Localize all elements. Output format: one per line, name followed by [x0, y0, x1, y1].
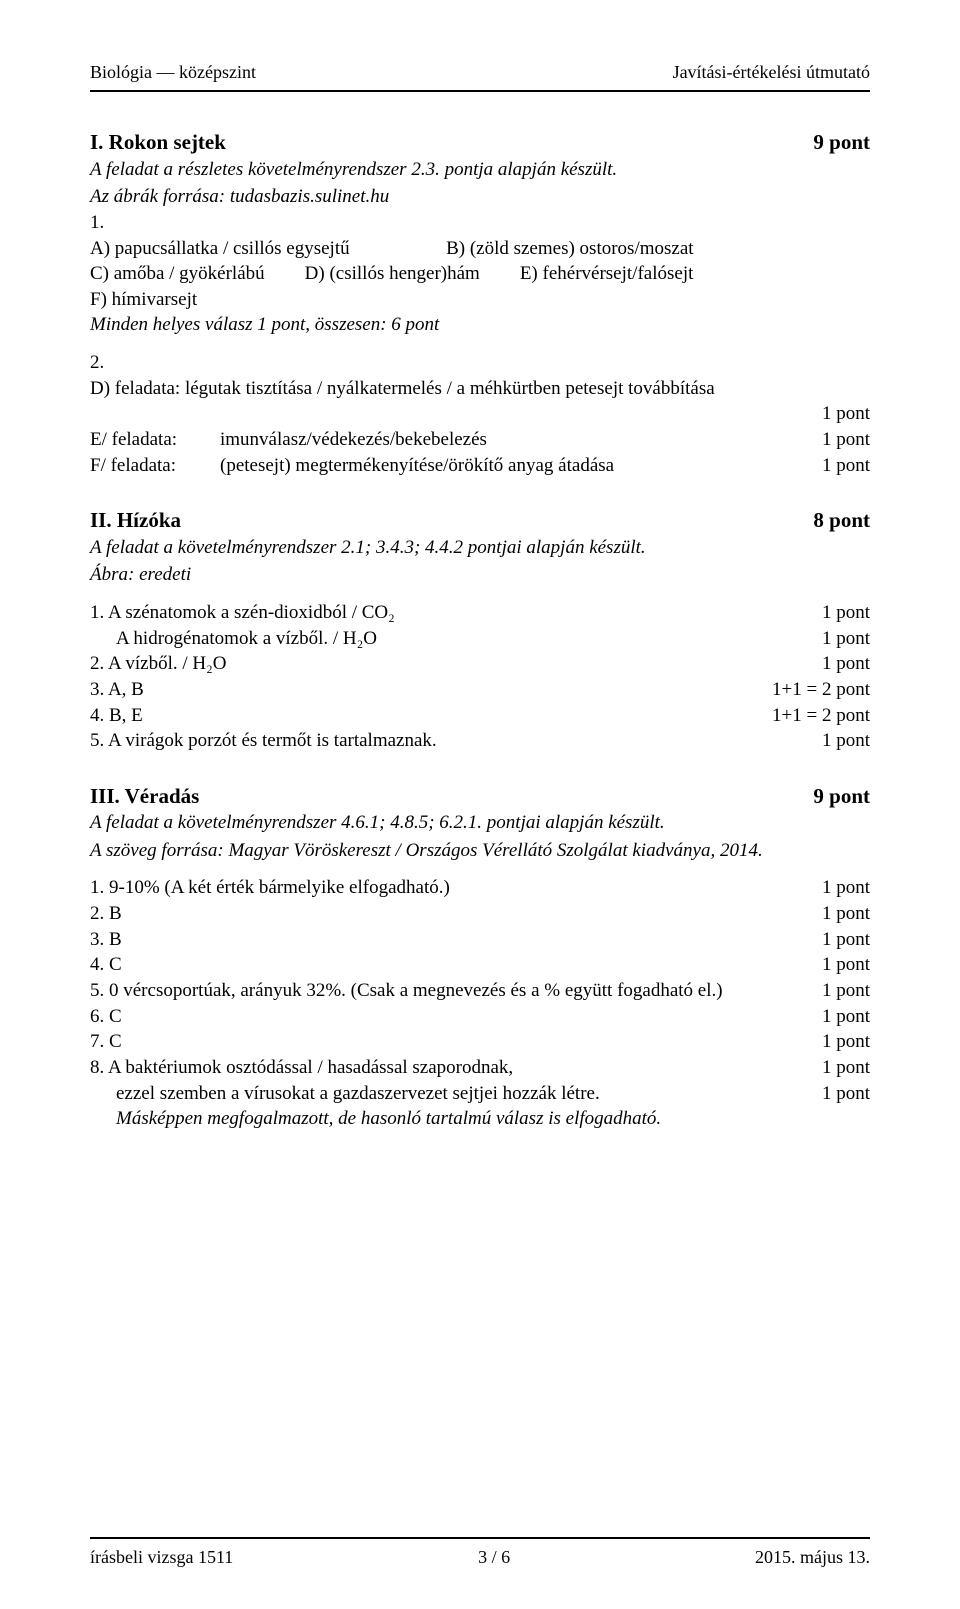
list-item: 2. A vízből. / H₂O1 pont [90, 651, 870, 677]
list-item-text: 1. A szénatomok a szén-dioxidból / CO₂ [90, 600, 802, 626]
list-item: 3. A, B1+1 = 2 pont [90, 677, 870, 703]
list-item: 1. A szénatomok a szén-dioxidból / CO₂1 … [90, 600, 870, 626]
section-3-extra-row: ezzel szemben a vírusokat a gazdaszervez… [90, 1081, 870, 1107]
section-1-q2-f-text: (petesejt) megtermékenyítése/örökítő any… [220, 453, 802, 479]
list-item: 3. B1 pont [90, 927, 870, 953]
section-1-q2-num: 2. [90, 350, 870, 376]
section-2: II. Hízóka 8 pont A feladat a követelmén… [90, 506, 870, 753]
section-1-q2-f-pts: 1 pont [802, 453, 870, 479]
list-item-text: 4. B, E [90, 703, 752, 729]
list-item-points: 1 pont [802, 626, 870, 652]
footer-left: írásbeli vizsga 1511 [90, 1545, 233, 1569]
section-3-header: III. Véradás 9 pont [90, 782, 870, 810]
list-item-text: 7. C [90, 1029, 802, 1055]
page-header: Biológia — középszint Javítási-értékelés… [90, 60, 870, 84]
section-1-q2-d-pts-row: 1 pont [90, 401, 870, 427]
footer-center: 3 / 6 [478, 1545, 510, 1569]
list-item-points: 1+1 = 2 pont [752, 677, 870, 703]
list-item-points: 1 pont [802, 978, 870, 1004]
list-item-text: A hidrogénatomok a vízből. / H₂O [90, 626, 802, 652]
section-1-q1-num: 1. [90, 210, 870, 236]
list-item-points: 1 pont [802, 952, 870, 978]
list-item-points: 1 pont [802, 901, 870, 927]
section-1-q1-b: B) (zöld szemes) ostoros/moszat [350, 236, 790, 262]
section-2-header: II. Hízóka 8 pont [90, 506, 870, 534]
section-1-q2-e-text: imunválasz/védekezés/bekebelezés [220, 427, 802, 453]
section-2-sub1: A feladat a követelményrendszer 2.1; 3.4… [90, 535, 870, 561]
header-left: Biológia — középszint [90, 60, 256, 84]
section-1-sub1: A feladat a részletes követelményrendsze… [90, 157, 870, 183]
list-item: A hidrogénatomok a vízből. / H₂O1 pont [90, 626, 870, 652]
section-3: III. Véradás 9 pont A feladat a követelm… [90, 782, 870, 1132]
list-item-text: 1. 9-10% (A két érték bármelyike elfogad… [90, 875, 802, 901]
section-1-q2-e-row: E/ feladata: imunválasz/védekezés/bekebe… [90, 427, 870, 453]
list-item: 6. C1 pont [90, 1004, 870, 1030]
list-item-points: 1 pont [802, 875, 870, 901]
section-3-title: III. Véradás [90, 782, 199, 810]
section-1-q2-d-pts: 1 pont [802, 401, 870, 427]
list-item-text: 5. A virágok porzót és termőt is tartalm… [90, 728, 802, 754]
section-1-title: I. Rokon sejtek [90, 128, 226, 156]
list-item: 2. B1 pont [90, 901, 870, 927]
list-item-points: 1 pont [802, 1004, 870, 1030]
section-1-q1-f: F) hímivarsejt [90, 287, 870, 313]
section-1-q1-e: E) fehérvérsejt/falósejt [520, 261, 870, 287]
list-item-points: 1 pont [802, 651, 870, 677]
header-right: Javítási-értékelési útmutató [673, 60, 870, 84]
section-1-q1-ab: A) papucsállatka / csillós egysejtű B) (… [90, 236, 870, 262]
list-item: 1. 9-10% (A két érték bármelyike elfogad… [90, 875, 870, 901]
list-item-points: 1+1 = 2 pont [752, 703, 870, 729]
section-1-points: 9 pont [813, 128, 870, 156]
section-3-list: 1. 9-10% (A két érték bármelyike elfogad… [90, 875, 870, 1080]
section-1-q2-f-row: F/ feladata: (petesejt) megtermékenyítés… [90, 453, 870, 479]
section-1-q1-summary: Minden helyes válasz 1 pont, összesen: 6… [90, 312, 870, 338]
section-3-sub1: A feladat a követelményrendszer 4.6.1; 4… [90, 810, 870, 836]
section-1-q2-e-label: E/ feladata: [90, 427, 220, 453]
list-item-points: 1 pont [802, 600, 870, 626]
section-1-q1-c: C) amőba / gyökérlábú [90, 261, 305, 287]
list-item-text: 3. B [90, 927, 802, 953]
list-item-points: 1 pont [802, 1029, 870, 1055]
section-3-extra-pts: 1 pont [802, 1081, 870, 1107]
list-item-points: 1 pont [802, 1055, 870, 1081]
section-1: I. Rokon sejtek 9 pont A feladat a részl… [90, 128, 870, 478]
list-item: 4. C1 pont [90, 952, 870, 978]
list-item-text: 3. A, B [90, 677, 752, 703]
list-item-text: 4. C [90, 952, 802, 978]
section-1-q1-cde: C) amőba / gyökérlábú D) (csillós henger… [90, 261, 870, 287]
section-1-q2-d: D) feladata: légutak tisztítása / nyálka… [90, 376, 870, 402]
section-1-q2-e-pts: 1 pont [802, 427, 870, 453]
section-1-header: I. Rokon sejtek 9 pont [90, 128, 870, 156]
list-item: 4. B, E1+1 = 2 pont [90, 703, 870, 729]
section-3-points: 9 pont [813, 782, 870, 810]
list-item: 7. C1 pont [90, 1029, 870, 1055]
section-2-points: 8 pont [813, 506, 870, 534]
section-1-q1-a: A) papucsállatka / csillós egysejtű [90, 236, 350, 262]
list-item-text: 5. 0 vércsoportúak, arányuk 32%. (Csak a… [90, 978, 802, 1004]
section-1-q2-f-label: F/ feladata: [90, 453, 220, 479]
list-item-text: 6. C [90, 1004, 802, 1030]
section-3-note: Másképpen megfogalmazott, de hasonló tar… [90, 1106, 870, 1132]
list-item-text: 8. A baktériumok osztódással / hasadássa… [90, 1055, 802, 1081]
list-item: 5. A virágok porzót és termőt is tartalm… [90, 728, 870, 754]
list-item-points: 1 pont [802, 927, 870, 953]
list-item: 5. 0 vércsoportúak, arányuk 32%. (Csak a… [90, 978, 870, 1004]
section-2-list: 1. A szénatomok a szén-dioxidból / CO₂1 … [90, 600, 870, 754]
section-1-sub2: Az ábrák forrása: tudasbazis.sulinet.hu [90, 184, 870, 210]
footer-right: 2015. május 13. [755, 1545, 870, 1569]
section-3-sub2: A szöveg forrása: Magyar Vöröskereszt / … [90, 838, 870, 864]
header-divider [90, 90, 870, 92]
footer-divider [90, 1537, 870, 1539]
section-1-q1-d: D) (csillós henger)hám [305, 261, 520, 287]
section-2-title: II. Hízóka [90, 506, 181, 534]
list-item-text: 2. A vízből. / H₂O [90, 651, 802, 677]
section-2-sub2: Ábra: eredeti [90, 562, 870, 588]
section-3-extra-line: ezzel szemben a vírusokat a gazdaszervez… [116, 1081, 802, 1107]
list-item: 8. A baktériumok osztódással / hasadássa… [90, 1055, 870, 1081]
list-item-text: 2. B [90, 901, 802, 927]
list-item-points: 1 pont [802, 728, 870, 754]
page-footer: írásbeli vizsga 1511 3 / 6 2015. május 1… [90, 1545, 870, 1569]
